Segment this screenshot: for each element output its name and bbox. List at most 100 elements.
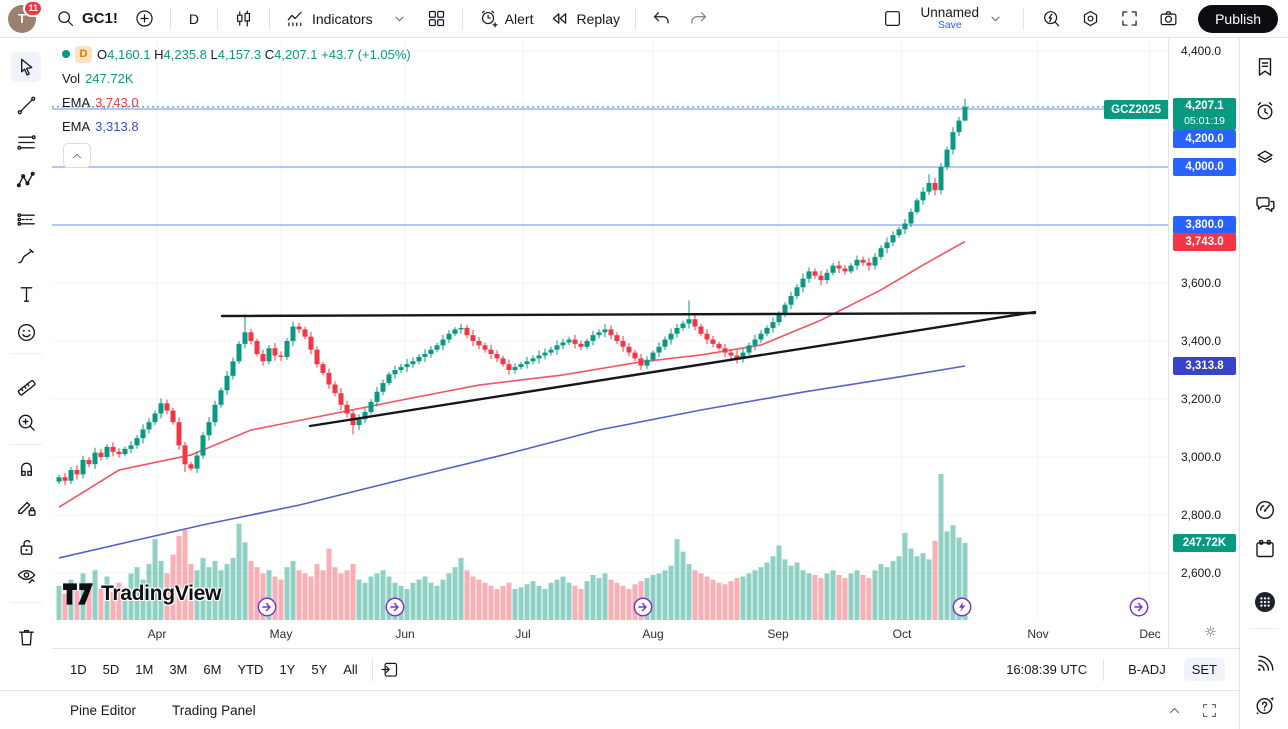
range-3m-button[interactable]: 3M xyxy=(169,662,188,677)
sidebar-screener-button[interactable] xyxy=(1252,497,1278,523)
clock-utc[interactable]: 16:08:39 UTC xyxy=(1006,662,1088,677)
interval-button[interactable]: D xyxy=(188,10,199,27)
tool-ruler-button[interactable] xyxy=(11,372,41,402)
range-1d-button[interactable]: 1D xyxy=(70,662,87,677)
tool-hide-all-drawings-button[interactable] xyxy=(11,560,41,590)
alert-button[interactable]: Alert xyxy=(471,4,541,33)
range-6m-button[interactable]: 6M xyxy=(203,662,222,677)
fullscreen-icon[interactable] xyxy=(1112,4,1147,33)
toolbar-divider xyxy=(1023,7,1025,30)
legend-collapse-button[interactable] xyxy=(63,143,91,168)
sidebar-calendar-button[interactable] xyxy=(1252,536,1278,562)
watchlist-icon xyxy=(1253,55,1277,79)
sidebar-object-tree-button[interactable] xyxy=(1252,144,1278,170)
adjustment-toggle[interactable]: B-ADJ xyxy=(1128,662,1166,677)
chart-style-candles-icon[interactable] xyxy=(226,4,261,33)
tool-remove-all-drawings-button[interactable] xyxy=(11,622,41,652)
month-tick-label: Aug xyxy=(642,627,664,641)
left-drawing-toolbar xyxy=(0,38,52,690)
tool-zoom-in-button[interactable] xyxy=(11,407,41,437)
calendar-icon xyxy=(1253,537,1277,561)
volume-legend-row[interactable]: Vol 247.72K xyxy=(62,66,411,90)
range-5d-button[interactable]: 5D xyxy=(102,662,120,677)
month-tick-label: Dec xyxy=(1139,627,1161,641)
ema-fast-label: EMA xyxy=(62,94,91,110)
panel-expand-chevron-icon[interactable] xyxy=(1165,701,1184,720)
tab-trading-panel[interactable]: Trading Panel xyxy=(172,702,256,718)
tool-brush-button[interactable] xyxy=(11,241,41,271)
fib-retracement-icon xyxy=(15,131,38,154)
undo-icon[interactable] xyxy=(644,4,679,33)
indicators-button[interactable]: Indicators xyxy=(278,4,380,33)
range-all-button[interactable]: All xyxy=(343,662,358,677)
tool-trend-line-button[interactable] xyxy=(11,90,41,120)
notification-badge: 11 xyxy=(23,0,43,17)
range-1y-button[interactable]: 1Y xyxy=(279,662,296,677)
alert-clock-icon xyxy=(478,8,499,29)
chart-pane[interactable]: D O4,160.1 H4,235.8 L4,157.3 C4,207.1 +4… xyxy=(52,38,1168,620)
sidebar-alerts-button[interactable] xyxy=(1252,98,1278,124)
contract-switch-arrow-marker-icon[interactable] xyxy=(1128,596,1150,618)
indicators-favorites-chevron-icon[interactable] xyxy=(382,4,417,33)
camera-snapshot-icon[interactable] xyxy=(1151,4,1186,33)
replay-button[interactable]: Replay xyxy=(542,4,627,33)
sidebar-broker-signal-button[interactable] xyxy=(1252,651,1278,677)
sidebar-chat-button[interactable] xyxy=(1252,191,1278,217)
ema-fast-legend-row[interactable]: EMA 3,743.0 xyxy=(62,90,411,114)
xabcd-pattern-icon xyxy=(15,169,38,192)
toolbar-divider xyxy=(635,7,637,30)
tool-drawing-pencil-lock-button[interactable] xyxy=(11,492,41,522)
layout-icon[interactable] xyxy=(875,4,910,33)
time-axis[interactable]: Apr May Jun Jul Aug Sep Oct Nov Dec xyxy=(52,620,1168,648)
price-chart-canvas[interactable] xyxy=(52,38,1168,620)
tool-long-short-position-button[interactable] xyxy=(11,204,41,234)
ema-slow-label: EMA xyxy=(62,118,91,134)
price-axis[interactable]: 2,600.0 2,800.0 3,000.0 3,200.0 3,400.0 3,600… xyxy=(1168,38,1239,648)
level-4200-label: 4,200.0 xyxy=(1173,130,1236,148)
tool-emoji-button[interactable] xyxy=(11,317,41,347)
contract-switch-arrow-marker-icon[interactable] xyxy=(632,596,654,618)
last-price-label: 4,207.1 05:01:19 xyxy=(1173,98,1236,130)
contract-rollover-bolt-marker-icon[interactable] xyxy=(951,596,973,618)
tool-lock-all-drawings-button[interactable] xyxy=(11,532,41,562)
replay-icon xyxy=(549,8,570,29)
symbol-legend-row[interactable]: D O4,160.1 H4,235.8 L4,157.3 C4,207.1 +4… xyxy=(62,42,411,66)
redo-icon[interactable] xyxy=(681,4,716,33)
publish-button[interactable]: Publish xyxy=(1198,4,1278,33)
tool-fib-retracement-button[interactable] xyxy=(11,127,41,157)
contract-switch-arrow-marker-icon[interactable] xyxy=(384,596,406,618)
tool-xabcd-pattern-button[interactable] xyxy=(11,165,41,195)
save-label: Save xyxy=(937,19,962,32)
tool-text-button[interactable] xyxy=(11,279,41,309)
user-avatar[interactable]: T 11 xyxy=(8,0,43,33)
quick-search-icon[interactable] xyxy=(1034,4,1069,33)
tool-magnet-button[interactable] xyxy=(11,452,41,482)
ema-slow-axis-label: 3,313.8 xyxy=(1173,357,1236,375)
symbol-search-button[interactable]: GC1! xyxy=(48,4,125,33)
contract-switch-arrow-marker-icon[interactable] xyxy=(256,596,278,618)
interval-badge: D xyxy=(75,45,92,63)
object-tree-icon xyxy=(1253,145,1277,169)
toolbar-divider xyxy=(1103,658,1105,681)
tool-cursor-button[interactable] xyxy=(11,52,41,82)
axis-settings-gear-icon[interactable] xyxy=(1203,624,1218,642)
help-icon xyxy=(1253,693,1277,717)
low-value: 4,157.3 xyxy=(217,46,262,62)
range-ytd-button[interactable]: YTD xyxy=(237,662,264,677)
go-to-date-icon[interactable] xyxy=(379,659,400,680)
tab-pine-editor[interactable]: Pine Editor xyxy=(70,702,137,718)
layout-name-button[interactable]: Unnamed Save xyxy=(914,2,1014,35)
settings-icon[interactable] xyxy=(1073,4,1108,33)
range-5y-button[interactable]: 5Y xyxy=(311,662,328,677)
high-value: 4,235.8 xyxy=(163,46,207,62)
sidebar-watchlist-button[interactable] xyxy=(1252,54,1278,80)
session-toggle[interactable]: SET xyxy=(1183,658,1225,681)
ema-slow-legend-row[interactable]: EMA 3,313.8 xyxy=(62,114,411,138)
sidebar-more-apps-button[interactable] xyxy=(1252,589,1278,615)
tradingview-watermark: TradingView xyxy=(62,582,221,606)
range-1m-button[interactable]: 1M xyxy=(135,662,154,677)
panel-maximize-icon[interactable] xyxy=(1200,701,1219,720)
sidebar-help-button[interactable] xyxy=(1252,692,1278,718)
compare-add-symbol-icon[interactable] xyxy=(127,4,162,33)
grid-layout-icon[interactable] xyxy=(419,4,454,33)
